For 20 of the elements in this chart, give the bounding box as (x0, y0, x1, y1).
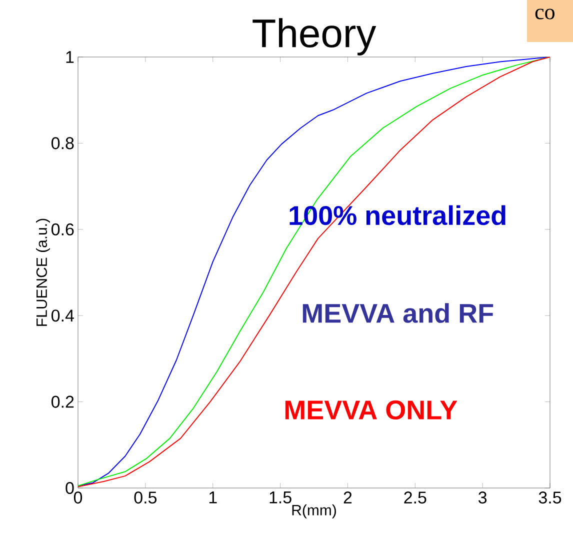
x-tick-label: 0 (74, 492, 82, 504)
y-tick-label: 0 (66, 482, 74, 494)
chart-title: Theory (252, 18, 376, 56)
y-tick-label: 1 (66, 51, 74, 63)
x-tick-label: 2 (344, 492, 352, 504)
x-tick-label: 2.5 (404, 492, 426, 504)
y-tick-label: 0.2 (51, 396, 74, 408)
x-tick-label: 3.5 (538, 492, 562, 504)
y-axis-title: FLUENCE (a.u.) (36, 218, 50, 326)
annotation: MEVVA and RF (302, 303, 494, 323)
x-tick-label: 1 (209, 492, 217, 504)
annotation: MEVVA ONLY (285, 400, 458, 420)
y-tick-label: 0.4 (51, 310, 74, 322)
x-tick-label: 1.5 (270, 492, 292, 504)
x-tick-label: 0.5 (134, 492, 157, 504)
x-axis-title: R(mm) (292, 504, 336, 518)
x-tick-label: 3 (478, 492, 487, 504)
y-tick-label: 0.6 (51, 223, 74, 236)
y-tick-label: 0.8 (51, 137, 74, 150)
text: co (535, 8, 554, 20)
